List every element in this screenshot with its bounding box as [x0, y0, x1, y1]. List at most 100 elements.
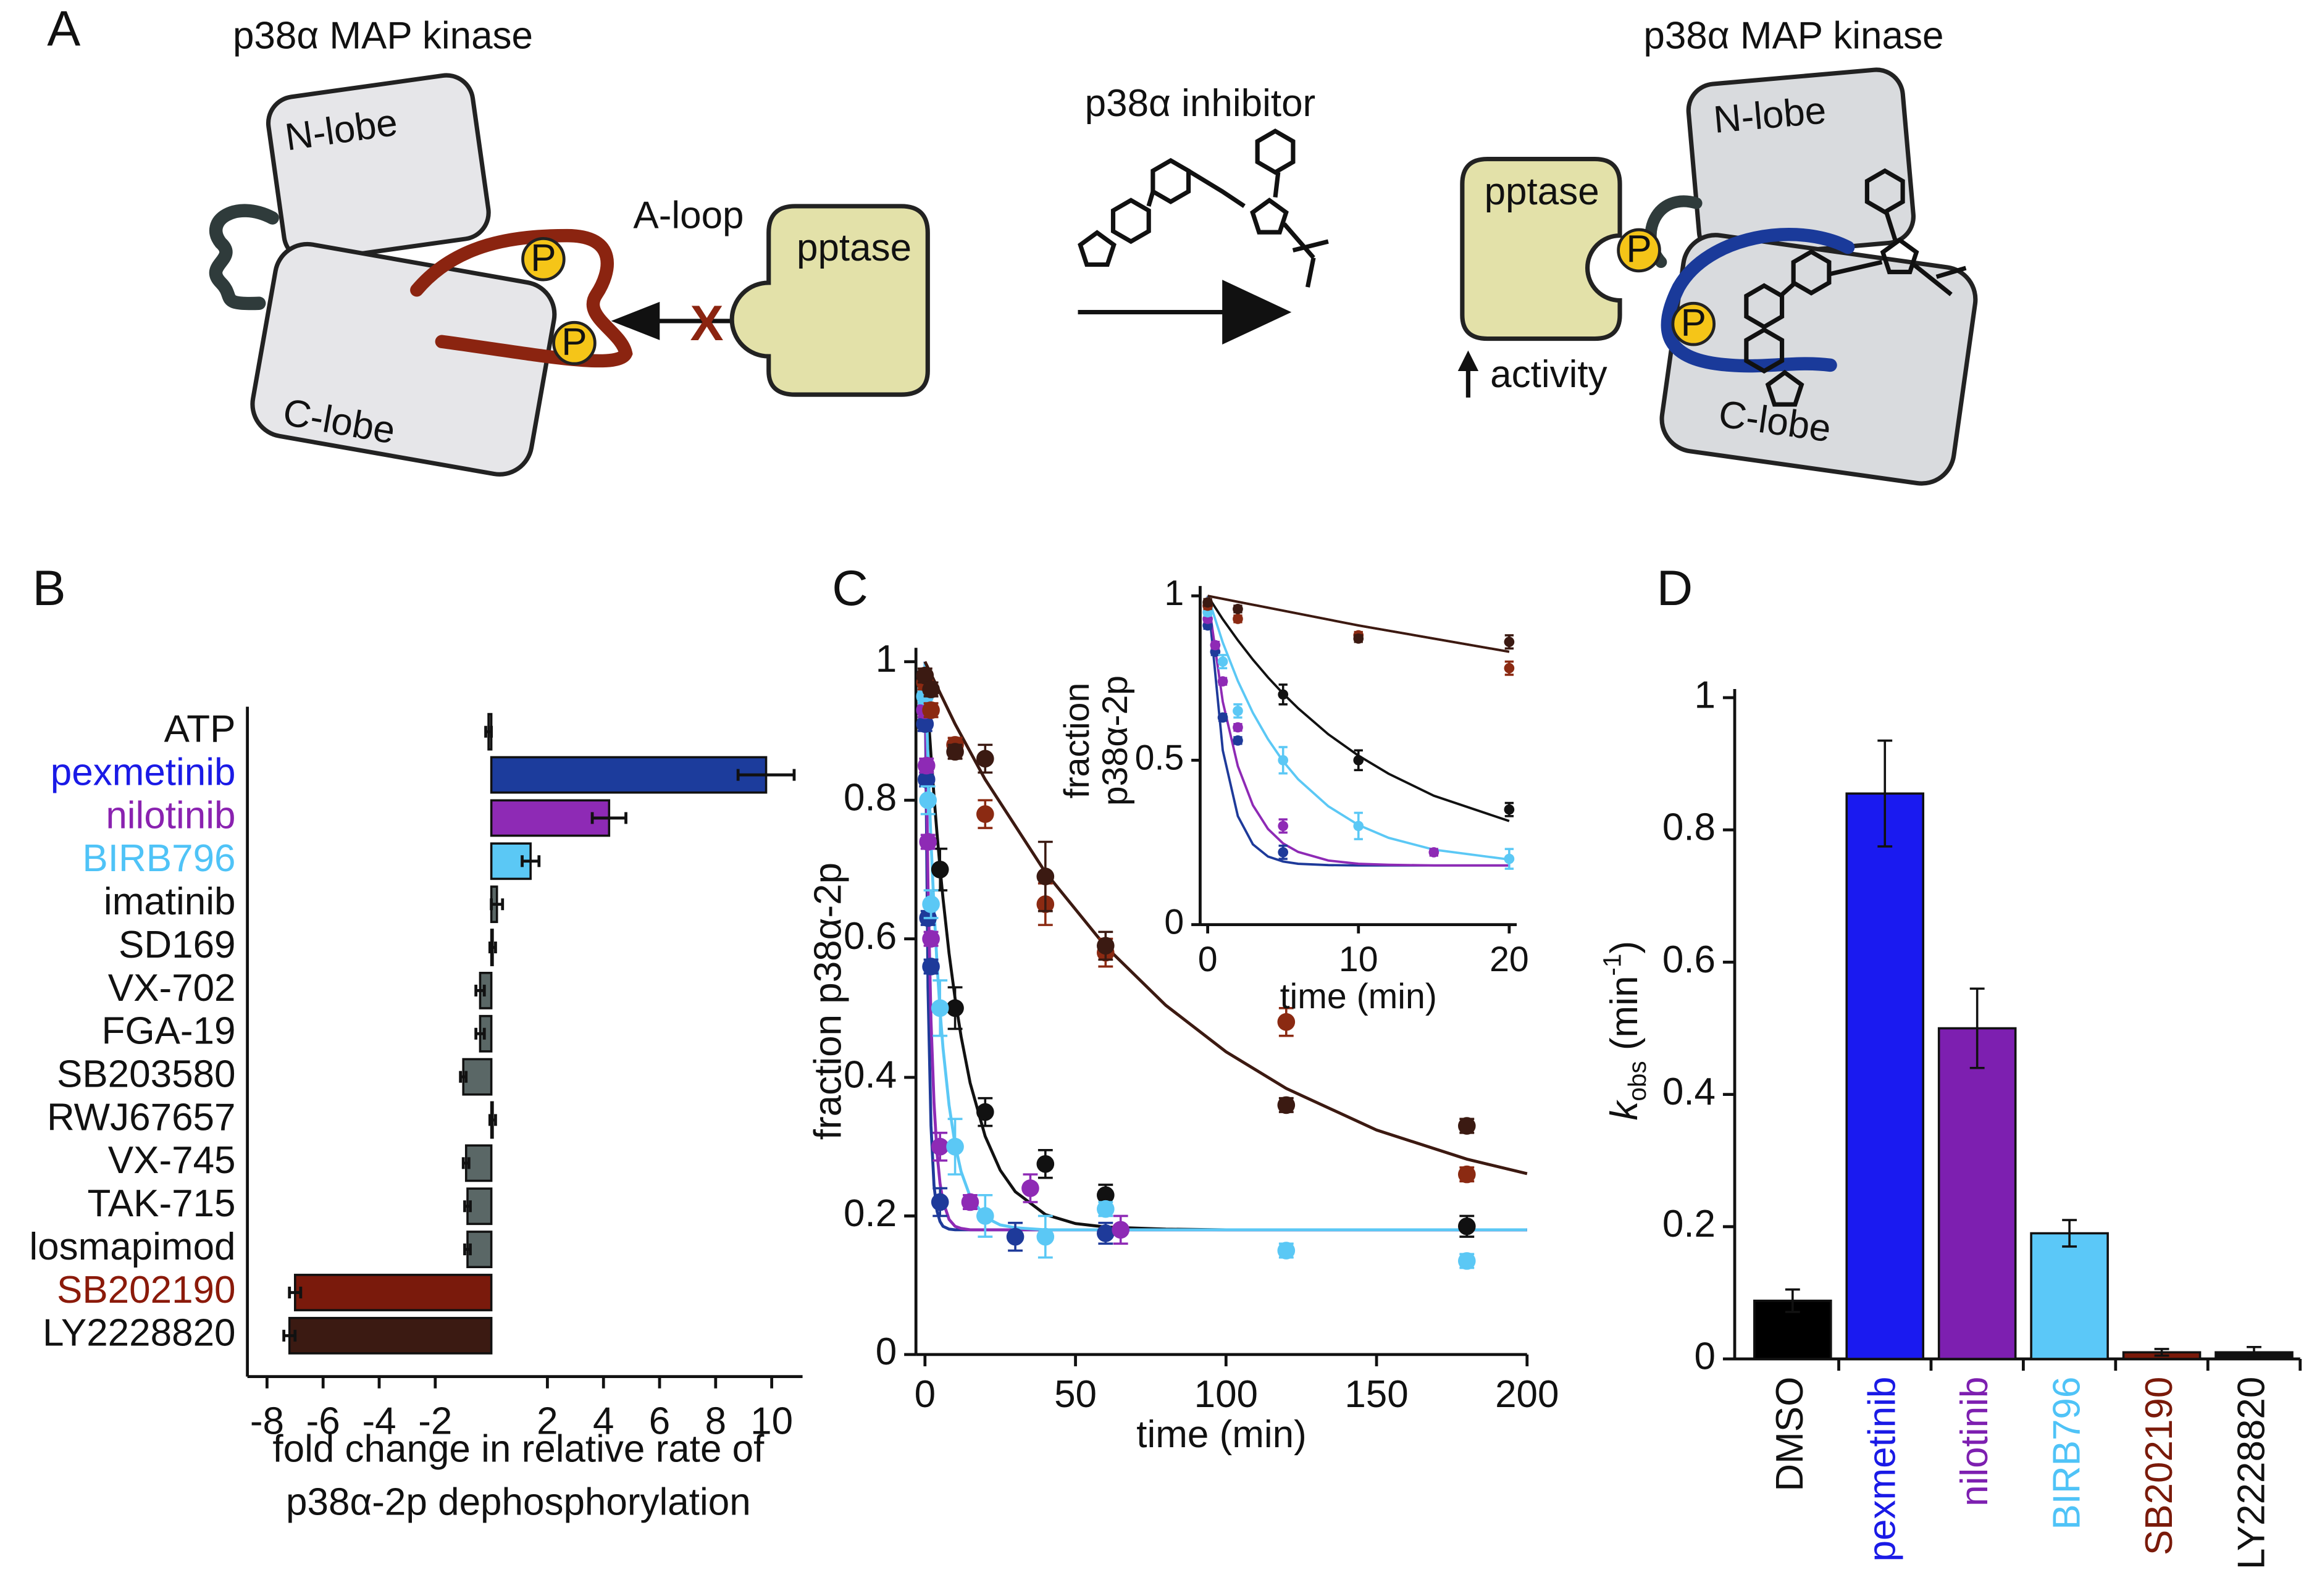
point [1457, 1217, 1476, 1235]
fit-line [1206, 595, 1509, 867]
y-tick-label: 1 [1164, 574, 1184, 613]
point [1233, 722, 1243, 733]
error-bar [463, 1200, 472, 1213]
point [1457, 1117, 1476, 1135]
x-axis-label: fold change in relative rate of [272, 1428, 765, 1471]
point [916, 715, 934, 733]
point [1233, 706, 1243, 716]
arrow-head [611, 301, 660, 340]
point [976, 805, 994, 823]
diagram-right: p38α MAP kinase N-lobe C-lobe pptase P P… [1457, 14, 1978, 486]
point [946, 1137, 964, 1156]
x-tick-label: 4 [593, 1400, 614, 1442]
title: p38α MAP kinase [1643, 14, 1943, 57]
phosphatase-shape [729, 204, 930, 397]
a-loop-label: A-loop [633, 194, 744, 236]
block-mark: X [690, 296, 724, 351]
x-tick-label: -2 [418, 1400, 452, 1442]
fit-line [1207, 595, 1510, 653]
phosphatase-shape [1460, 157, 1622, 341]
point [976, 1207, 994, 1225]
point [1217, 676, 1228, 687]
category-label: SB202190 [2138, 1377, 2181, 1556]
point [916, 666, 934, 685]
y-axis-label-part: obs [1623, 1061, 1651, 1101]
point [1036, 1155, 1055, 1173]
x-tick-label: -8 [250, 1400, 284, 1442]
x-tick-label: 2 [537, 1400, 558, 1442]
fit-line [1207, 595, 1510, 822]
point [922, 701, 940, 719]
error-bar [488, 1114, 497, 1126]
point [1278, 821, 1289, 832]
y-tick-label: 0.4 [844, 1053, 897, 1096]
point [931, 999, 949, 1017]
x-tick-label: 200 [1495, 1373, 1559, 1416]
y-tick-label: 0.8 [844, 777, 897, 819]
y-tick-label: 0.2 [1662, 1203, 1716, 1245]
point [1036, 867, 1055, 885]
point [1233, 604, 1243, 614]
y-axis-label-part: (min [1603, 976, 1646, 1061]
y-tick-label: 0 [1164, 903, 1184, 942]
point [1202, 597, 1213, 608]
point [1504, 804, 1515, 815]
category-label: losmapimod [29, 1226, 235, 1268]
category-label: SB203580 [57, 1053, 236, 1096]
category-label: pexmetinib [51, 751, 236, 793]
x-axis-label: time (min) [1136, 1413, 1306, 1456]
point [1233, 735, 1243, 746]
phospho-label: P [1626, 228, 1651, 270]
y-axis-label: p38α-2p [1096, 675, 1135, 806]
y-tick-label: 0.6 [844, 915, 897, 958]
diagram-left: p38α MAP kinase N-lobe C-lobe A-loop P P… [209, 14, 930, 477]
phospho-site [521, 236, 566, 282]
bar [462, 1058, 493, 1096]
fit-line [923, 661, 1528, 1176]
point [1097, 1200, 1115, 1218]
y-tick-label: 0 [1695, 1335, 1716, 1377]
point [1278, 847, 1289, 858]
point [1277, 1013, 1296, 1031]
point [1504, 853, 1515, 864]
point [1112, 1221, 1129, 1239]
error-bar [490, 898, 505, 911]
point [1217, 656, 1228, 667]
point [931, 1137, 949, 1156]
y-tick-label: 0 [876, 1331, 897, 1373]
error-bar [1785, 1288, 1800, 1313]
y-axis-label-part: k [1603, 1100, 1646, 1121]
point [946, 743, 964, 761]
n-lobe-label: N-lobe [1712, 89, 1828, 141]
bar [288, 1316, 493, 1355]
point [1353, 821, 1364, 832]
fit-line [923, 661, 1527, 1232]
point [1006, 1227, 1025, 1246]
point [919, 791, 937, 809]
y-tick-label: 1 [876, 638, 897, 680]
point [922, 958, 940, 976]
error-bar [474, 984, 486, 996]
phospho-label: P [561, 320, 587, 363]
point [1278, 689, 1289, 700]
x-tick-label: 10 [1339, 940, 1378, 979]
point [946, 999, 964, 1017]
point [1233, 614, 1243, 624]
y-axis-label: fraction p38α-2p [807, 863, 849, 1140]
x-tick-label: -4 [362, 1400, 396, 1442]
point [961, 1193, 979, 1211]
category-label: BIRB796 [2045, 1377, 2088, 1530]
phospho-label: P [1681, 301, 1706, 344]
y-tick-label: 0.4 [1662, 1071, 1716, 1113]
point [1428, 847, 1439, 858]
point [1217, 712, 1228, 723]
error-bar [488, 941, 497, 954]
x-tick-label: 6 [649, 1400, 670, 1442]
phosphatase-label: pptase [1485, 170, 1599, 213]
x-tick-label: -6 [306, 1400, 340, 1442]
category-label: FGA-19 [102, 1010, 236, 1053]
error-bar [521, 855, 541, 867]
molecule [1746, 171, 1967, 404]
bar [490, 756, 768, 794]
